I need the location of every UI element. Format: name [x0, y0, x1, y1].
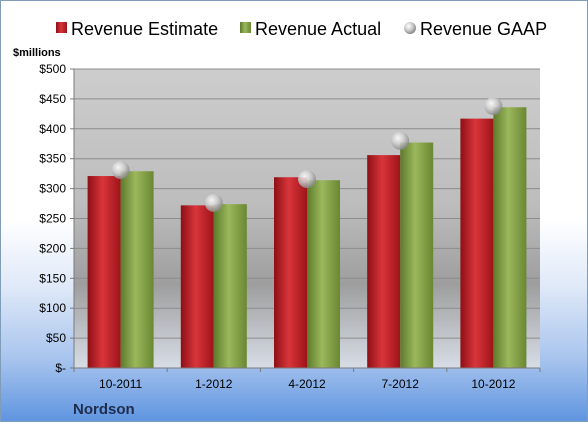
company-name: Nordson [73, 401, 135, 418]
y-tick-label: $100 [39, 301, 66, 315]
y-tick-label: $250 [39, 212, 66, 226]
x-tick-label: 1-2012 [195, 377, 233, 391]
x-tick-label: 4-2012 [288, 377, 326, 391]
bar-revenue-estimate [367, 155, 401, 368]
x-tick-label: 10-2011 [99, 377, 142, 391]
marker-revenue-gaap [204, 193, 223, 212]
y-tick-label: $300 [39, 182, 66, 196]
bar-revenue-actual [307, 180, 340, 368]
bar-revenue-estimate [274, 177, 307, 368]
legend: Revenue Estimate Revenue Actual Revenue … [56, 19, 547, 39]
y-tick-label: $200 [39, 241, 66, 255]
bar-revenue-actual [493, 107, 527, 368]
legend-swatch-actual [240, 22, 251, 33]
bar-revenue-estimate [180, 205, 214, 368]
y-tick-label: $150 [39, 271, 66, 285]
gaap-markers [111, 97, 503, 212]
legend-marker-gaap [404, 22, 416, 34]
x-axis: 10-2011 1-2012 4-2012 7-2012 10-2012 [73, 367, 541, 391]
x-tick-label: 10-2012 [471, 377, 515, 391]
legend-swatch-estimate [56, 22, 67, 33]
marker-revenue-gaap [111, 161, 130, 180]
legend-label-gaap: Revenue GAAP [420, 19, 547, 39]
y-tick-label: $400 [39, 122, 66, 136]
y-tick-label: $500 [39, 62, 66, 76]
legend-label-estimate: Revenue Estimate [71, 19, 218, 39]
y-axis: $- $50 $100 $150 $200 $250 $300 $350 $400 $450 $50… [39, 62, 75, 375]
bars [87, 107, 527, 368]
y-axis-unit-label: $millions [13, 47, 61, 59]
y-tick-label: $- [55, 361, 66, 375]
y-tick-label: $450 [39, 92, 66, 106]
marker-revenue-gaap [298, 170, 316, 189]
bar-revenue-actual [213, 204, 247, 368]
bar-revenue-actual [400, 142, 434, 368]
bar-revenue-actual [120, 171, 154, 368]
marker-revenue-gaap [391, 131, 410, 150]
x-tick-label: 7-2012 [382, 377, 420, 391]
bar-revenue-estimate [460, 118, 494, 368]
bar-revenue-estimate [87, 176, 121, 368]
legend-label-actual: Revenue Actual [255, 19, 381, 39]
y-tick-label: $50 [46, 331, 66, 345]
y-tick-label: $350 [39, 152, 66, 166]
marker-revenue-gaap [484, 97, 503, 116]
